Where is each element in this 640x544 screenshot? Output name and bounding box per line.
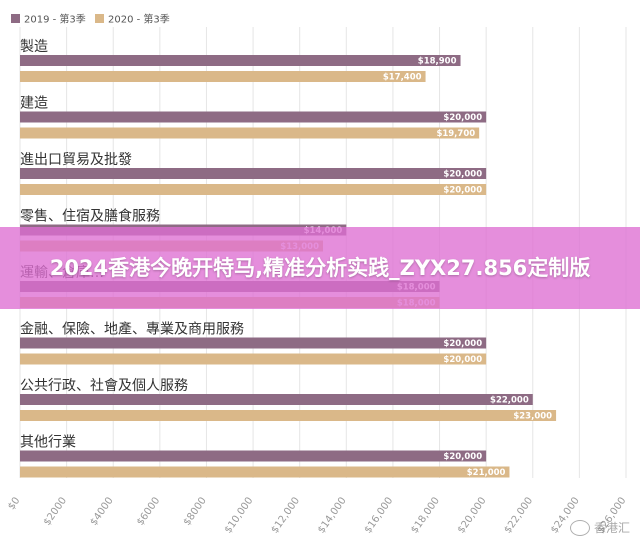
data-label: $20,000 bbox=[443, 170, 482, 180]
bar bbox=[20, 111, 487, 123]
x-tick-label: $12,000 bbox=[269, 495, 302, 535]
data-label: $17,400 bbox=[383, 73, 422, 83]
category-label: 公共行政、社會及個人服務 bbox=[20, 378, 188, 394]
data-label: $21,000 bbox=[467, 468, 506, 478]
category-label: 金融、保險、地產、專業及商用服務 bbox=[20, 321, 244, 338]
category-label: 進出口貿易及批發 bbox=[20, 152, 132, 168]
bar bbox=[20, 450, 487, 462]
bar bbox=[20, 410, 557, 421]
data-label: $20,000 bbox=[443, 186, 482, 196]
x-axis-ticks: $0 $2000 $4000 $6000 $8000 $10,000 $12,000 $14,… bbox=[6, 495, 628, 535]
watermark-logo-icon bbox=[569, 519, 590, 536]
legend-label: 2019 - 第3季 bbox=[24, 13, 86, 26]
data-label: $20,000 bbox=[443, 452, 482, 462]
x-tick-label: $16,000 bbox=[363, 495, 396, 535]
x-tick-label: $14,000 bbox=[316, 495, 349, 535]
x-tick-label: $6000 bbox=[135, 495, 162, 527]
category-label: 其他行業 bbox=[20, 435, 76, 451]
bar bbox=[20, 127, 480, 139]
x-tick-label: $22,000 bbox=[502, 495, 535, 535]
bar bbox=[20, 353, 487, 365]
legend-swatch bbox=[95, 14, 104, 23]
category-label: 零售、住宿及膳食服務 bbox=[20, 208, 160, 225]
bar bbox=[20, 337, 487, 349]
data-label: $22,000 bbox=[490, 396, 529, 406]
x-tick-label: $4000 bbox=[88, 495, 115, 527]
x-tick-label: $18,000 bbox=[409, 495, 442, 535]
data-label: $20,000 bbox=[443, 113, 482, 123]
legend-label: 2020 - 第3季 bbox=[108, 13, 170, 26]
data-label: $23,000 bbox=[513, 412, 552, 422]
watermark-text: 香港汇 bbox=[593, 521, 630, 535]
legend: 2019 - 第3季 2020 - 第3季 bbox=[11, 13, 170, 26]
data-label: $18,900 bbox=[418, 57, 457, 67]
x-tick-label: $2000 bbox=[42, 495, 69, 527]
bar bbox=[20, 394, 533, 405]
banner-text: 2024香港今晚开特马,精准分析实践_ZYX27.856定制版 bbox=[49, 256, 591, 280]
bar bbox=[20, 168, 487, 179]
watermark: 香港汇 bbox=[569, 519, 630, 536]
bar bbox=[20, 466, 510, 478]
x-tick-label: $20,000 bbox=[456, 495, 489, 535]
promo-banner: 2024香港今晚开特马,精准分析实践_ZYX27.856定制版 bbox=[0, 227, 640, 309]
bar bbox=[20, 71, 426, 82]
x-tick-label: $0 bbox=[6, 495, 22, 512]
bar bbox=[20, 184, 487, 195]
x-tick-label: $10,000 bbox=[223, 495, 256, 535]
data-label: $19,700 bbox=[436, 129, 475, 139]
category-label: 製造 bbox=[20, 39, 48, 55]
category-label: 建造 bbox=[20, 96, 48, 112]
legend-swatch bbox=[11, 14, 20, 23]
x-tick-label: $8000 bbox=[182, 495, 209, 527]
data-label: $20,000 bbox=[443, 339, 482, 349]
data-label: $20,000 bbox=[443, 355, 482, 365]
bar bbox=[20, 55, 461, 66]
